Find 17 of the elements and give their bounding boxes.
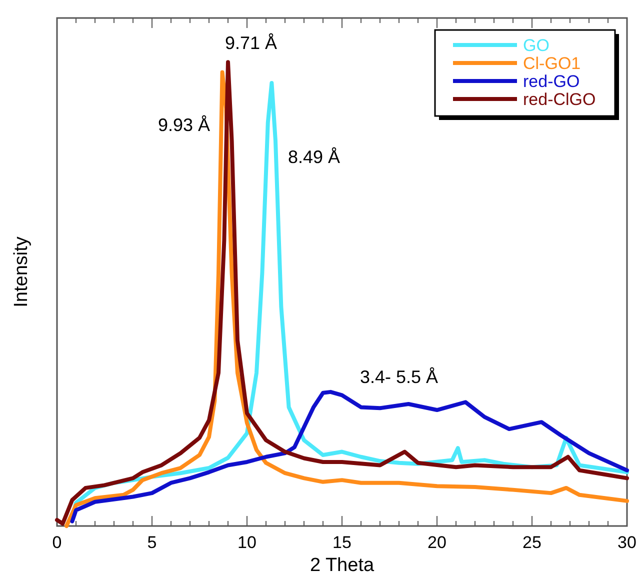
x-axis-title: 2 Theta bbox=[310, 555, 374, 576]
annotation: 3.4- 5.5 Å bbox=[360, 367, 438, 387]
legend-label: red-GO bbox=[523, 72, 580, 91]
y-axis-title: Intensity bbox=[11, 236, 32, 308]
x-tick-label: 20 bbox=[428, 533, 446, 552]
x-tick-label: 25 bbox=[522, 533, 542, 552]
text: 9.71 Å bbox=[224, 33, 278, 53]
annotation: 9.93 Å bbox=[158, 115, 210, 135]
x-tick-label: 5 bbox=[147, 533, 157, 552]
x-tick-label: 10 bbox=[238, 533, 256, 552]
legend-label: Cl-GO1 bbox=[523, 54, 581, 73]
x-tick-label: 0 bbox=[52, 533, 62, 552]
legend-label: GO bbox=[523, 36, 550, 55]
legend-label: red-ClGO bbox=[523, 90, 596, 109]
annotation: 8.49 Å bbox=[288, 147, 340, 167]
x-tick-label: 30 bbox=[618, 533, 636, 552]
x-tick-label: 15 bbox=[332, 533, 352, 552]
